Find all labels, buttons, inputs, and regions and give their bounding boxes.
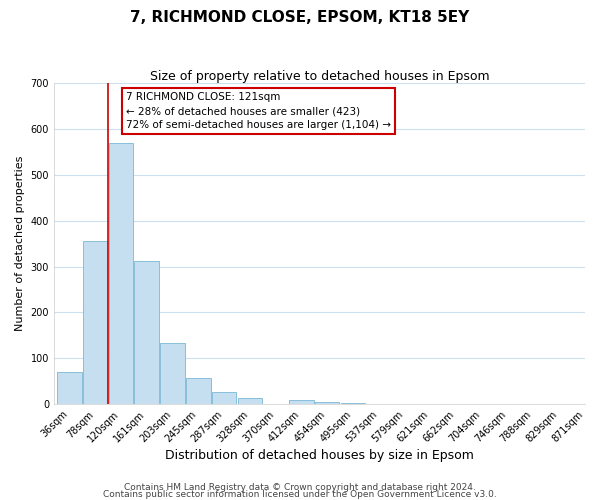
Bar bbox=[289, 400, 314, 404]
Bar bbox=[212, 392, 236, 404]
Bar bbox=[134, 260, 159, 404]
Bar bbox=[109, 142, 133, 404]
X-axis label: Distribution of detached houses by size in Epsom: Distribution of detached houses by size … bbox=[165, 450, 474, 462]
Bar bbox=[57, 372, 82, 404]
Title: Size of property relative to detached houses in Epsom: Size of property relative to detached ho… bbox=[149, 70, 489, 83]
Text: 7, RICHMOND CLOSE, EPSOM, KT18 5EY: 7, RICHMOND CLOSE, EPSOM, KT18 5EY bbox=[130, 10, 470, 25]
Bar bbox=[315, 402, 340, 404]
Text: Contains HM Land Registry data © Crown copyright and database right 2024.: Contains HM Land Registry data © Crown c… bbox=[124, 484, 476, 492]
Y-axis label: Number of detached properties: Number of detached properties bbox=[15, 156, 25, 332]
Bar bbox=[238, 398, 262, 404]
Bar bbox=[160, 343, 185, 404]
Text: 7 RICHMOND CLOSE: 121sqm
← 28% of detached houses are smaller (423)
72% of semi-: 7 RICHMOND CLOSE: 121sqm ← 28% of detach… bbox=[126, 92, 391, 130]
Text: Contains public sector information licensed under the Open Government Licence v3: Contains public sector information licen… bbox=[103, 490, 497, 499]
Bar bbox=[186, 378, 211, 404]
Bar bbox=[83, 242, 107, 404]
